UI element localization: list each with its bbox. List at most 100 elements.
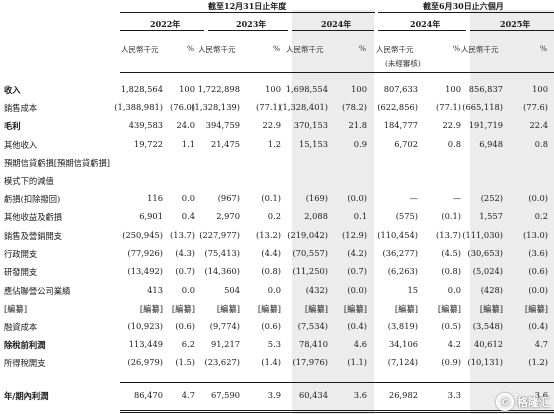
percent-cell: 3.3	[447, 390, 461, 400]
percent-cell: (77.1)	[256, 102, 281, 112]
percent-cell: (0.7)	[175, 266, 195, 276]
amount-cell: 86,470	[133, 390, 163, 400]
percent-cell: 0.0	[447, 285, 461, 295]
row-label: 其他收益及虧損	[4, 212, 63, 222]
amount-cell: (250,945)	[122, 230, 163, 240]
percent-cell: 6.2	[181, 339, 195, 349]
period-six-months-rule	[378, 12, 554, 13]
percent-cell: 0.8	[534, 139, 548, 149]
amount-cell: (77,926)	[127, 248, 163, 258]
row-label: 收入	[4, 85, 21, 95]
percent-cell: 4.7	[181, 390, 195, 400]
year-header-2: 2023年	[236, 19, 267, 29]
amount-cell: 26,982	[388, 390, 418, 400]
col-percent-header-5: %	[540, 44, 548, 53]
col-amount-header-3: 人民幣千元	[286, 45, 324, 54]
gelonghui-watermark: G 格隆汇	[496, 393, 550, 411]
percent-cell: (78.2)	[342, 102, 367, 112]
year-header-4: 2024年	[410, 19, 441, 29]
percent-cell: 100	[532, 84, 548, 94]
amount-cell: (3,548)	[472, 321, 503, 331]
subheader-rule	[120, 72, 554, 73]
shade-2024-fy	[292, 10, 374, 414]
amount-cell: [編纂]	[216, 304, 240, 314]
gelonghui-logo-icon: G	[496, 393, 514, 411]
percent-cell: (13.7)	[170, 230, 195, 240]
percent-cell: (4.2)	[347, 248, 367, 258]
col-amount-header-2: 人民幣千元	[198, 45, 236, 54]
col-percent-header-4: %	[453, 44, 461, 53]
amount-cell: [編纂]	[304, 304, 328, 314]
percent-cell: [編纂]	[524, 304, 548, 314]
percent-cell: —	[452, 193, 461, 203]
percent-cell: 21.8	[348, 120, 367, 130]
row-label: 銷售成本	[4, 103, 38, 113]
percent-cell: (4.5)	[441, 248, 461, 258]
amount-cell: 6,901	[139, 211, 163, 221]
percent-cell: 1.1	[181, 139, 195, 149]
percent-cell: (0.6)	[261, 321, 281, 331]
percent-cell: (0.9)	[441, 357, 461, 367]
amount-cell: (17,976)	[292, 357, 328, 367]
percent-cell: 100	[445, 84, 461, 94]
col-percent-header-3: %	[359, 44, 367, 53]
percent-cell: 3.6	[353, 390, 367, 400]
percent-cell: 5.3	[267, 339, 281, 349]
row-label: 所得稅開支	[4, 358, 46, 368]
percent-cell: (12.9)	[342, 230, 367, 240]
total-bottom-rule	[120, 410, 554, 411]
percent-cell: (0.8)	[261, 266, 281, 276]
amount-cell: (7,124)	[387, 357, 418, 367]
amount-cell: 91,217	[210, 339, 240, 349]
amount-cell: 15	[407, 285, 418, 295]
amount-cell: (622,856)	[377, 102, 418, 112]
percent-cell: 0.2	[267, 211, 281, 221]
percent-cell: (0.8)	[441, 266, 461, 276]
amount-cell: 40,612	[473, 339, 503, 349]
row-label: 行政開支	[4, 249, 38, 259]
amount-cell: 21,475	[210, 139, 240, 149]
percent-cell: (0.6)	[528, 266, 548, 276]
amount-cell: (1,328,401)	[279, 102, 328, 112]
percent-cell: (1.4)	[261, 357, 281, 367]
amount-cell: 1,828,564	[120, 84, 163, 94]
row-label: 其他收入	[4, 140, 38, 150]
amount-cell: 2,970	[216, 211, 240, 221]
percent-cell: (1.1)	[347, 357, 367, 367]
percent-cell: (1.5)	[175, 357, 195, 367]
amount-cell: 1,698,554	[285, 84, 328, 94]
year-header-5: 2025年	[500, 19, 531, 29]
col-amount-header-1: 人民幣千元	[121, 45, 159, 54]
percent-cell: (13.7)	[436, 230, 461, 240]
percent-cell: 3.9	[267, 390, 281, 400]
amount-cell: 439,583	[128, 120, 163, 130]
amount-cell: (13,492)	[127, 266, 163, 276]
percent-cell: [編纂]	[171, 304, 195, 314]
percent-cell: (0.1)	[261, 193, 281, 203]
amount-cell: [編纂]	[394, 304, 418, 314]
percent-cell: 0.1	[353, 211, 367, 221]
amount-cell: (6,263)	[387, 266, 418, 276]
percent-cell: (0.4)	[528, 321, 548, 331]
amount-cell: 1,722,898	[197, 84, 240, 94]
percent-cell: 22.4	[529, 120, 548, 130]
col-amount-header-4: 人民幣千元	[376, 45, 414, 54]
percent-cell: 0.9	[353, 139, 367, 149]
amount-cell: 191,719	[468, 120, 503, 130]
amount-cell: 413	[147, 285, 163, 295]
percent-cell: (0.0)	[347, 285, 367, 295]
amount-cell: 34,106	[388, 339, 418, 349]
amount-cell: (1,388,981)	[114, 102, 163, 112]
amount-cell: 60,434	[298, 390, 328, 400]
amount-cell: 78,410	[298, 339, 328, 349]
percent-cell: (13.0)	[523, 230, 548, 240]
amount-cell: (967)	[217, 193, 240, 203]
row-label: 年/期內利潤	[4, 391, 49, 401]
percent-cell: 100	[351, 84, 367, 94]
percent-cell: 0.0	[267, 285, 281, 295]
amount-cell: (219,042)	[287, 230, 328, 240]
amount-cell: (26,979)	[127, 357, 163, 367]
percent-cell: 4.2	[447, 339, 461, 349]
amount-cell: (432)	[305, 285, 328, 295]
percent-cell: (0.1)	[441, 211, 461, 221]
